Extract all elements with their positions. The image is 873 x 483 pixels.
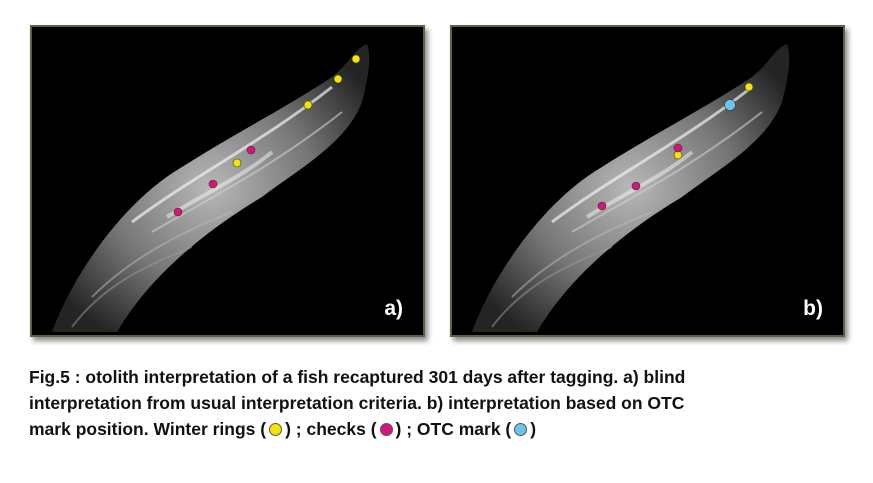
markers-group-a [173,54,361,217]
otolith-image-a [32,27,423,335]
caption-line-3: mark position. Winter rings ( ) ; checks … [29,416,859,442]
check-marker [631,181,641,191]
check-marker [173,207,183,217]
winter-ring-marker [303,100,313,110]
check-marker [208,179,218,189]
otc-mark-legend-icon [514,423,528,436]
check-marker [673,143,683,153]
winter-ring-marker [333,74,343,84]
caption-line-1: Fig.5 : otolith interpretation of a fish… [29,367,686,387]
panel-label-a: a) [384,297,403,320]
otolith-panel-b: b) [450,25,845,337]
markers-group-b [597,82,754,211]
caption-winter-rings-text: mark position. Winter rings ( [29,419,267,439]
figure-caption: Fig.5 : otolith interpretation of a fish… [29,364,859,442]
otolith-panel-a: a) [30,25,425,337]
otolith-image-b [452,27,843,335]
winter-ring-legend-icon [269,423,283,436]
winter-ring-marker [744,82,754,92]
winter-ring-marker [232,158,242,168]
winter-ring-marker [351,54,361,64]
check-marker [597,201,607,211]
caption-otc-text: ) ; OTC mark ( [395,419,512,439]
caption-line-2: interpretation from usual interpretation… [29,393,685,413]
check-marker [246,145,256,155]
panel-label-b: b) [803,297,823,320]
otc-mark-marker [724,99,736,111]
caption-close-paren: ) [530,419,537,439]
check-legend-icon [379,423,393,436]
caption-checks-text: ) ; checks ( [285,419,377,439]
